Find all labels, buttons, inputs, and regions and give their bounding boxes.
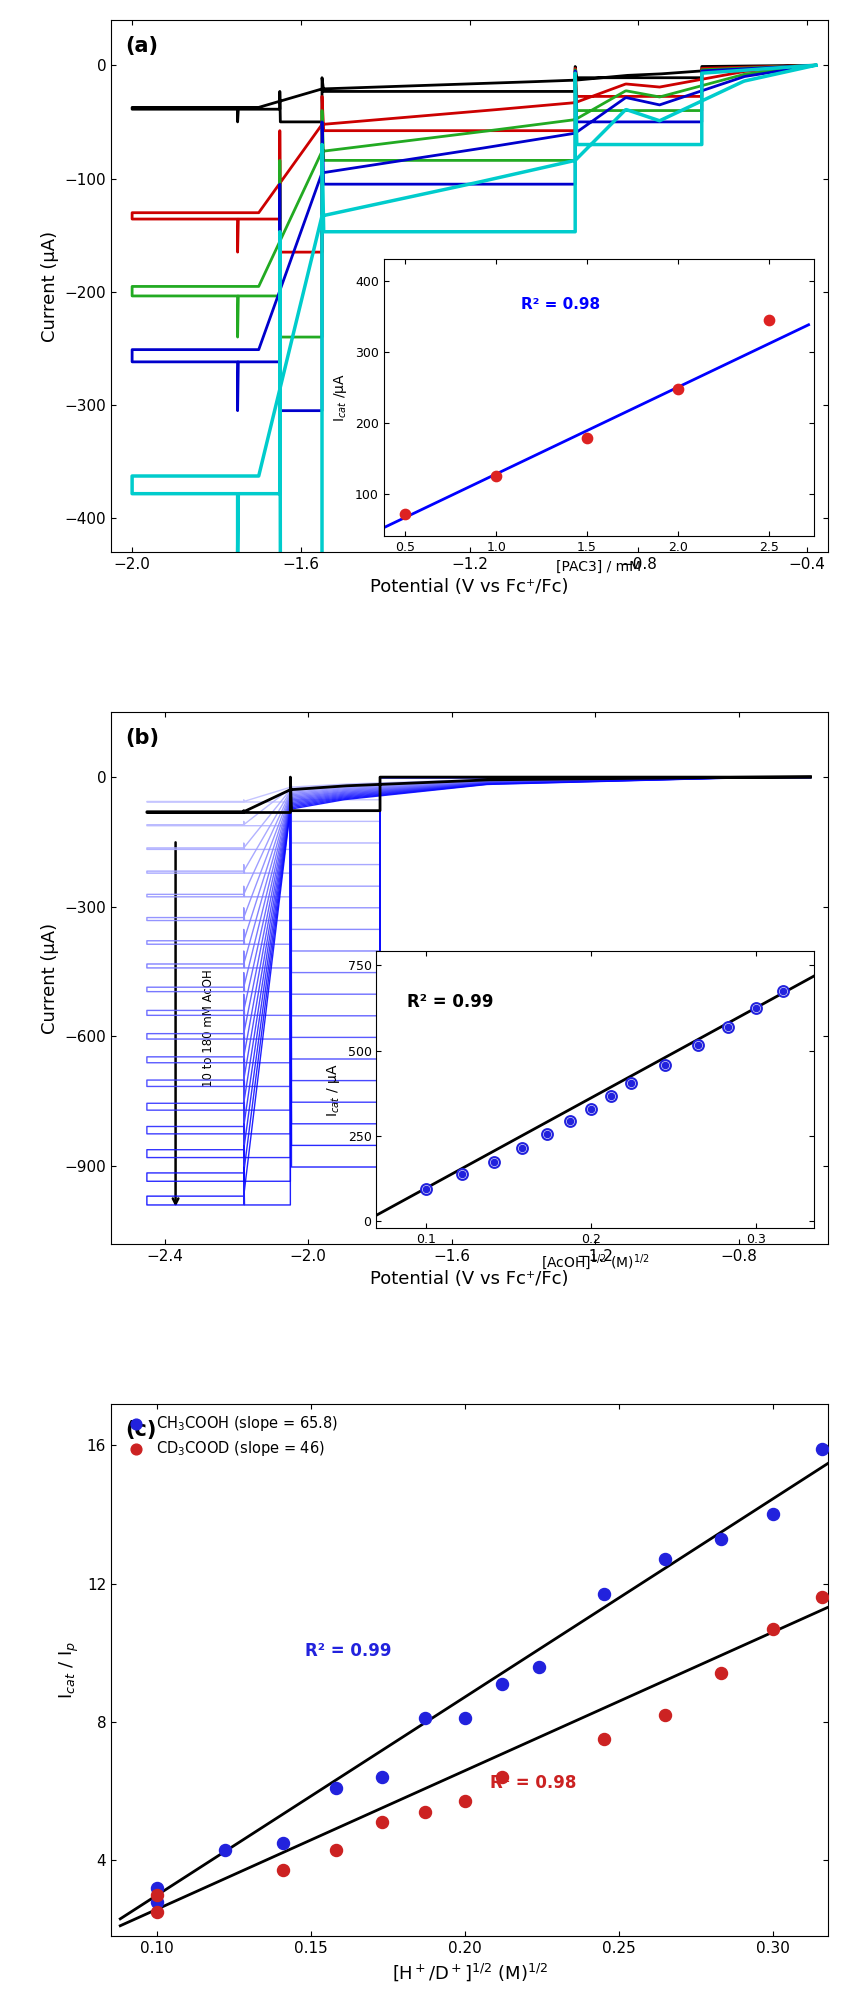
Point [495,1760,508,1792]
Point [374,1760,388,1792]
Point [713,1657,727,1689]
Point [815,1433,828,1465]
Point [328,1834,342,1866]
Point [458,1784,472,1816]
Text: (c): (c) [125,1419,157,1439]
Point [276,1854,290,1886]
Point [458,1703,472,1735]
Point [765,1613,779,1645]
Point [276,1826,290,1858]
Point [658,1699,671,1731]
Legend: CH$_3$COOH (slope = 65.8), CD$_3$COOD (slope = 46): CH$_3$COOH (slope = 65.8), CD$_3$COOD (s… [119,1411,340,1461]
Point [531,1651,545,1683]
Text: R² = 0.98: R² = 0.98 [489,1774,576,1792]
Point [495,1669,508,1701]
Point [218,1834,231,1866]
Point [328,1772,342,1804]
Y-axis label: Current (μA): Current (μA) [41,230,59,341]
Point [596,1579,610,1611]
Point [150,1886,164,1918]
Text: (a): (a) [125,36,158,56]
Point [150,1872,164,1904]
Point [765,1499,779,1531]
Y-axis label: Current (μA): Current (μA) [41,922,59,1034]
Point [374,1806,388,1838]
Point [418,1796,432,1828]
Point [658,1543,671,1575]
X-axis label: Potential (V vs Fc⁺/Fc): Potential (V vs Fc⁺/Fc) [370,577,568,595]
Point [150,1896,164,1928]
Text: R² = 0.99: R² = 0.99 [305,1643,391,1661]
Point [596,1723,610,1754]
Point [815,1581,828,1613]
Point [713,1523,727,1555]
X-axis label: [H$^+$/D$^+$]$^{1/2}$ (M)$^{1/2}$: [H$^+$/D$^+$]$^{1/2}$ (M)$^{1/2}$ [392,1962,547,1984]
Text: 10 to 180 mM AcOH: 10 to 180 mM AcOH [202,968,215,1086]
Point [150,1878,164,1910]
Y-axis label: I$_{cat}$ / I$_p$: I$_{cat}$ / I$_p$ [58,1641,81,1699]
Point [418,1703,432,1735]
X-axis label: Potential (V vs Fc⁺/Fc): Potential (V vs Fc⁺/Fc) [370,1269,568,1287]
Text: (b): (b) [125,729,160,748]
